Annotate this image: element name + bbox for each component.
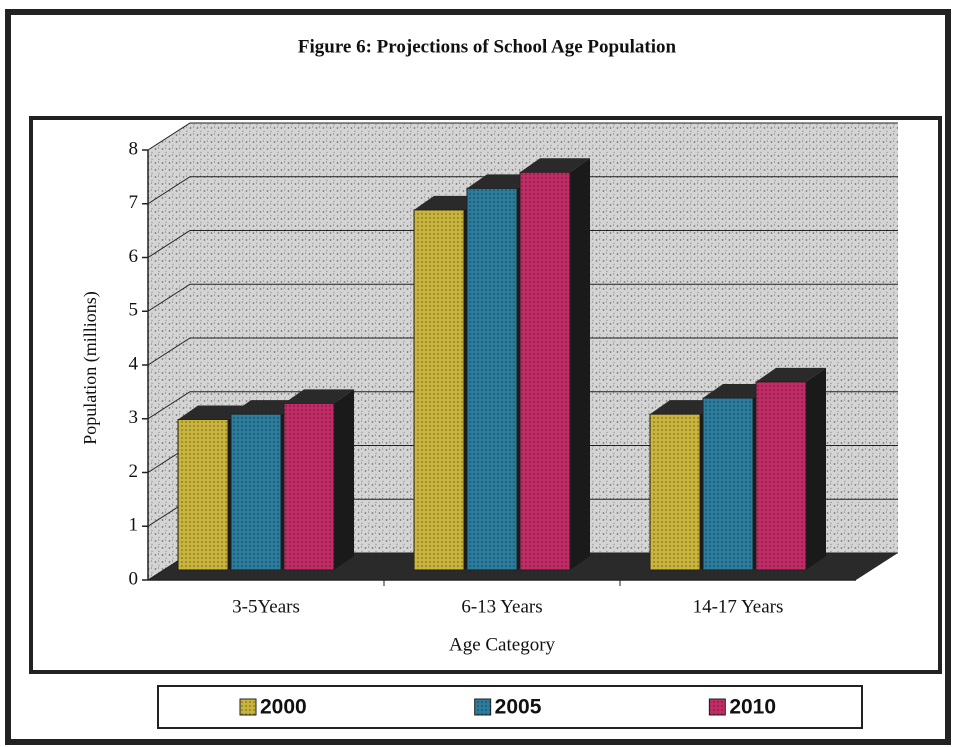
bar-texture xyxy=(414,209,464,570)
y-tick-label: 5 xyxy=(129,300,139,321)
bar-top xyxy=(284,389,354,404)
bar-texture xyxy=(703,398,753,570)
y-tick-label: 3 xyxy=(129,407,139,428)
x-tick-label: 14-17 Years xyxy=(693,596,784,617)
bar-side xyxy=(806,367,826,570)
y-tick-label: 8 xyxy=(129,138,139,159)
y-tick-label: 0 xyxy=(129,568,139,589)
grid-line xyxy=(147,391,898,420)
y-tick-label: 1 xyxy=(129,515,139,536)
grid-line xyxy=(147,122,898,151)
legend-swatch-texture xyxy=(474,699,491,715)
bar-texture xyxy=(178,419,228,570)
legend-swatch-texture xyxy=(709,699,726,715)
bar-texture xyxy=(756,381,806,570)
bar-texture xyxy=(231,414,281,570)
legend-swatch-texture xyxy=(240,699,256,715)
bar-texture xyxy=(467,188,517,570)
bar-side xyxy=(334,389,354,570)
x-tick-label: 3-5Years xyxy=(232,596,300,617)
bar-top xyxy=(756,367,826,382)
y-tick-label: 2 xyxy=(129,461,139,482)
bar-top xyxy=(520,158,590,173)
y-tick-label: 7 xyxy=(129,192,139,213)
bar-texture xyxy=(650,414,700,570)
legend xyxy=(157,685,863,729)
bar-texture xyxy=(520,172,570,570)
legend-label: 2000 xyxy=(260,696,307,719)
bar-side xyxy=(570,158,590,570)
chart-title: Figure 6: Projections of School Age Popu… xyxy=(298,36,677,57)
legend-label: 2010 xyxy=(729,696,776,719)
grid-line xyxy=(147,283,898,312)
x-axis-title: Age Category xyxy=(449,634,556,655)
x-tick-label: 6-13 Years xyxy=(461,596,542,617)
grid-line xyxy=(147,230,898,258)
legend-label: 2005 xyxy=(495,696,542,719)
bar-texture xyxy=(284,403,334,570)
y-axis-title: Population (millions) xyxy=(80,291,101,445)
grid-line xyxy=(147,337,898,366)
grid-line xyxy=(147,176,898,205)
y-tick-label: 6 xyxy=(129,246,139,267)
y-tick-label: 4 xyxy=(129,353,139,374)
